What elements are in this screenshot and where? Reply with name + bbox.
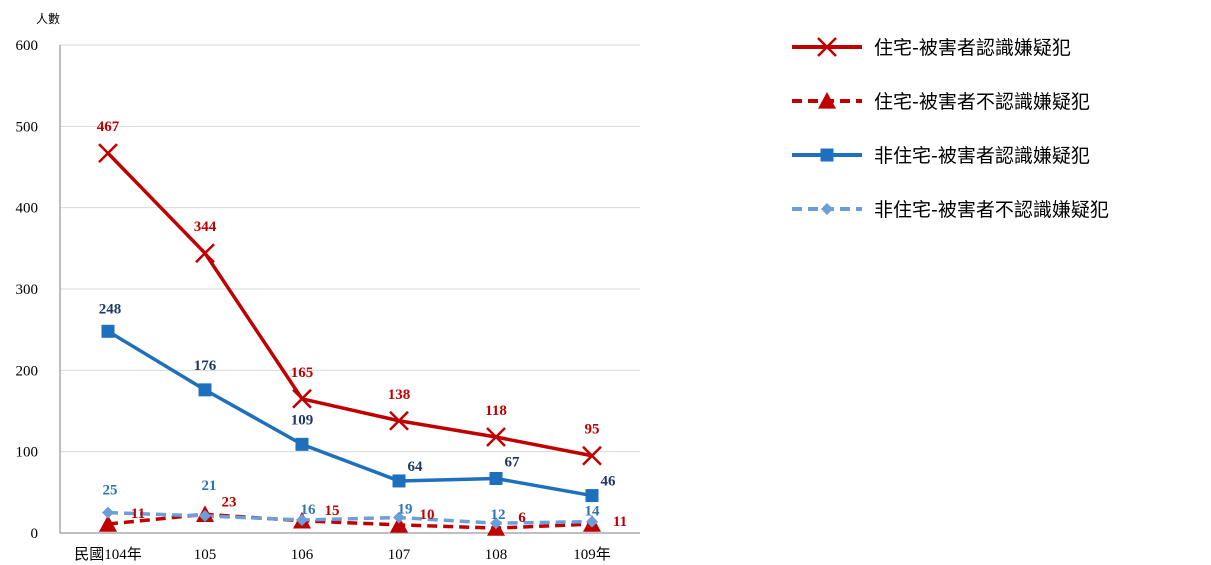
series-markers (98, 143, 602, 536)
data-label: 176 (194, 358, 217, 374)
data-label: 19 (398, 502, 413, 518)
triangle-marker (390, 515, 408, 533)
x-marker (486, 427, 506, 447)
y-tick-label: 500 (16, 119, 39, 135)
data-label: 248 (99, 301, 122, 317)
diamond-marker (490, 517, 502, 530)
square-marker (392, 474, 406, 488)
legend-diamond-marker (821, 203, 833, 215)
data-label: 165 (291, 365, 314, 381)
y-tick-label: 0 (31, 526, 39, 542)
data-label: 344 (194, 219, 217, 235)
x-tick-label: 107 (388, 547, 411, 563)
data-label: 23 (222, 494, 237, 510)
x-tick-label: 108 (485, 547, 508, 563)
data-label: 10 (420, 507, 435, 523)
y-axis-label: 人數 (36, 12, 60, 26)
data-label: 118 (485, 403, 507, 419)
triangle-marker (99, 515, 117, 532)
x-marker (292, 388, 312, 409)
square-marker (585, 489, 599, 503)
y-tick-label: 300 (16, 282, 39, 298)
y-tick-label: 200 (16, 363, 39, 379)
data-label: 109 (291, 412, 314, 428)
data-label: 6 (518, 510, 526, 526)
x-tick-label: 106 (291, 547, 314, 563)
gridlines (60, 44, 640, 453)
diamond-marker (296, 513, 308, 526)
x-tick-labels: 民國104年 105 106 107 108 109年 (74, 546, 611, 563)
data-label: 12 (491, 507, 506, 523)
diamond-marker (393, 511, 405, 524)
data-label: 15 (325, 503, 340, 519)
series-line (107, 329, 593, 498)
data-label: 467 (97, 119, 120, 135)
square-marker (295, 437, 309, 451)
diamond-marker (199, 509, 211, 522)
x-marker (389, 410, 409, 431)
legend: 住宅-被害者認識嫌疑犯住宅-被害者不認識嫌疑犯非住宅-被害者認識嫌疑犯非住宅-被… (792, 37, 1109, 221)
y-tick-label: 400 (16, 201, 39, 217)
x-tick-label: 民國104年 (74, 546, 142, 563)
legend-square-marker (820, 148, 834, 162)
legend-label: 非住宅-被害者認識嫌疑犯 (874, 145, 1090, 167)
legend-label: 住宅-被害者認識嫌疑犯 (874, 37, 1071, 59)
data-label: 64 (408, 459, 424, 475)
x-marker (582, 445, 602, 466)
data-label: 25 (103, 483, 118, 499)
square-marker (101, 324, 115, 338)
x-tick-label: 109年 (573, 546, 611, 563)
data-label: 14 (585, 504, 601, 520)
data-label: 16 (301, 502, 317, 518)
y-tick-label: 100 (16, 445, 39, 461)
y-tick-labels: 0 100 200 300 400 500 600 (16, 38, 39, 542)
data-label: 138 (388, 387, 411, 403)
data-label: 21 (202, 478, 217, 494)
series-line (106, 151, 593, 458)
data-label: 67 (505, 455, 521, 471)
legend-x-marker (817, 37, 837, 57)
x-marker (98, 143, 118, 164)
series-line (107, 510, 593, 525)
data-label: 95 (585, 422, 600, 438)
data-labels: 467 344 165 138 118 95 11 23 15 10 6 11 248 176 109 64 6… (97, 119, 627, 530)
y-tick-label: 600 (16, 38, 39, 54)
legend-triangle-marker (818, 92, 836, 109)
legend-label: 非住宅-被害者不認識嫌疑犯 (874, 199, 1109, 221)
data-label: 46 (601, 474, 617, 490)
square-marker (198, 383, 212, 397)
square-marker (489, 472, 503, 486)
x-tick-label: 105 (194, 547, 217, 563)
legend-label: 住宅-被害者不認識嫌疑犯 (874, 91, 1090, 113)
data-label: 11 (613, 514, 627, 530)
diamond-marker (102, 506, 114, 519)
data-label: 11 (131, 506, 145, 522)
series-lines (106, 151, 593, 530)
x-marker (195, 243, 215, 264)
diamond-marker (586, 515, 598, 528)
